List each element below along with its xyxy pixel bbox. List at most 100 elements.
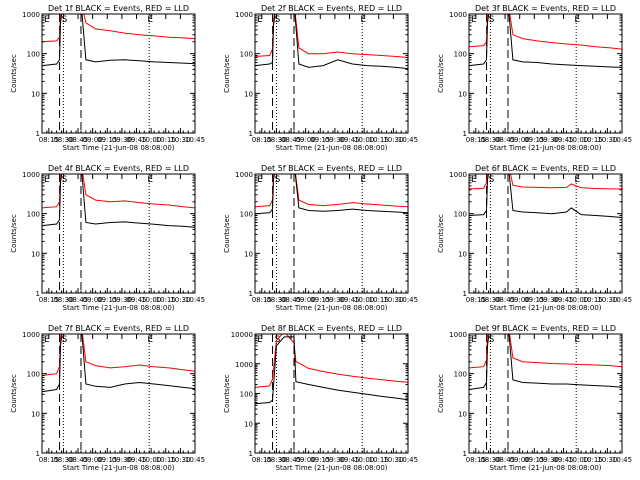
x-tick-label: 09:30 — [325, 136, 345, 144]
x-axis-label: Start Time (21-Jun-08 08:08:00) — [276, 464, 388, 472]
y-tick-label: 1000 — [235, 171, 253, 179]
x-tick-label: 10:00 — [354, 456, 374, 464]
x-tick-label: 10:00 — [141, 296, 161, 304]
x-tick-label: 09:00 — [296, 136, 316, 144]
marker-label: E — [147, 335, 153, 345]
series-line-events — [42, 174, 195, 228]
marker-label: S — [489, 335, 495, 345]
y-tick-label: 1000 — [22, 331, 40, 339]
x-tick-label: 10:30 — [170, 296, 190, 304]
marker-label: S — [489, 175, 495, 185]
x-axis-label: Start Time (21-Jun-08 08:08:00) — [63, 144, 175, 152]
y-tick-label: 10 — [244, 250, 253, 258]
x-tick-label: 10:00 — [568, 456, 588, 464]
series-line-events — [469, 334, 622, 390]
y-tick-label: 1000 — [235, 361, 253, 369]
plot-frame — [41, 13, 196, 134]
corner-label: E — [44, 15, 50, 25]
x-axis-label: Start Time (21-Jun-08 08:08:00) — [276, 304, 388, 312]
x-tick-label: 09:15 — [524, 296, 544, 304]
marker-label: S — [62, 335, 68, 345]
x-tick-label: 10:45 — [398, 456, 418, 464]
x-tick-label: 10:15 — [369, 456, 389, 464]
y-axis-label: Counts/sec — [10, 374, 18, 413]
series-line-events — [469, 174, 622, 218]
x-tick-label: 08:30 — [53, 136, 73, 144]
x-tick-label: 09:30 — [112, 136, 132, 144]
panel-title: Det 2f BLACK = Events, RED = LLD — [261, 4, 402, 13]
x-tick-label: 08:15 — [466, 296, 486, 304]
y-tick-label: 1 — [36, 290, 40, 298]
y-tick-label: 1 — [249, 290, 253, 298]
y-tick-label: 100 — [240, 391, 253, 399]
x-tick-label: 09:45 — [126, 296, 146, 304]
y-tick-label: 1 — [36, 450, 40, 458]
y-axis-label: Counts/sec — [437, 54, 445, 93]
x-tick-label: 08:45 — [68, 136, 88, 144]
x-tick-label: 09:45 — [126, 456, 146, 464]
y-tick-label: 100 — [27, 51, 40, 59]
x-tick-label: 10:45 — [398, 136, 418, 144]
y-tick-label: 1000 — [449, 11, 467, 19]
x-tick-label: 09:15 — [524, 456, 544, 464]
y-tick-label: 10 — [458, 410, 467, 418]
x-axis-label: Start Time (21-Jun-08 08:08:00) — [63, 464, 175, 472]
x-tick-label: 10:45 — [185, 136, 205, 144]
y-tick-label: 1 — [36, 130, 40, 138]
x-tick-label: 08:45 — [281, 136, 301, 144]
x-tick-label: 10:30 — [597, 456, 617, 464]
x-tick-label: 08:45 — [68, 456, 88, 464]
panel-title: Det 1f BLACK = Events, RED = LLD — [48, 4, 189, 13]
x-axis-label: Start Time (21-Jun-08 08:08:00) — [490, 304, 602, 312]
panel-det-3: Det 3f BLACK = Events, RED = LLD S E E 1 10 10… — [437, 4, 632, 152]
series-line-lld — [255, 334, 408, 388]
x-tick-label: 09:00 — [83, 296, 103, 304]
x-tick-label: 09:30 — [539, 296, 559, 304]
y-tick-label: 10 — [244, 90, 253, 98]
marker-label: S — [275, 15, 281, 25]
panel-det-2: Det 2f BLACK = Events, RED = LLD S E E 1 10 10… — [223, 4, 418, 152]
y-tick-label: 10 — [31, 90, 40, 98]
y-tick-label: 10 — [31, 250, 40, 258]
y-tick-label: 1000 — [22, 11, 40, 19]
marker-label: S — [275, 175, 281, 185]
panel-det-6: Det 6f BLACK = Events, RED = LLD S E E 1 10 10… — [437, 164, 632, 312]
x-tick-label: 08:30 — [266, 136, 286, 144]
x-tick-label: 09:45 — [126, 136, 146, 144]
panel-title: Det 3f BLACK = Events, RED = LLD — [475, 4, 616, 13]
x-tick-label: 09:30 — [539, 136, 559, 144]
marker-label: E — [574, 15, 580, 25]
y-axis-label: Counts/sec — [437, 214, 445, 253]
x-tick-label: 10:30 — [383, 136, 403, 144]
panel-det-1: Det 1f BLACK = Events, RED = LLD S E E 1 10 10… — [10, 4, 205, 152]
x-tick-label: 09:45 — [553, 136, 573, 144]
x-tick-label: 09:45 — [339, 296, 359, 304]
x-tick-label: 09:00 — [83, 136, 103, 144]
x-tick-label: 09:00 — [510, 456, 530, 464]
panel-title: Det 4f BLACK = Events, RED = LLD — [48, 164, 189, 173]
series-line-events — [42, 14, 195, 67]
x-tick-label: 08:45 — [495, 296, 515, 304]
marker-label: S — [62, 175, 68, 185]
x-tick-label: 10:45 — [185, 296, 205, 304]
plot-frame — [468, 13, 623, 134]
y-tick-label: 100 — [454, 371, 467, 379]
x-axis-label: Start Time (21-Jun-08 08:08:00) — [276, 144, 388, 152]
x-tick-label: 08:30 — [480, 456, 500, 464]
x-tick-label: 08:15 — [466, 136, 486, 144]
y-tick-label: 100 — [240, 51, 253, 59]
x-tick-label: 09:45 — [553, 456, 573, 464]
y-tick-label: 1 — [249, 450, 253, 458]
marker-label: E — [147, 175, 153, 185]
y-tick-label: 1 — [249, 130, 253, 138]
x-tick-label: 08:15 — [39, 456, 59, 464]
x-axis-label: Start Time (21-Jun-08 08:08:00) — [490, 464, 602, 472]
y-tick-label: 1000 — [22, 171, 40, 179]
x-tick-label: 08:30 — [480, 136, 500, 144]
x-tick-label: 10:30 — [383, 296, 403, 304]
y-tick-label: 10 — [458, 250, 467, 258]
y-tick-label: 1000 — [235, 11, 253, 19]
corner-label: E — [471, 175, 477, 185]
